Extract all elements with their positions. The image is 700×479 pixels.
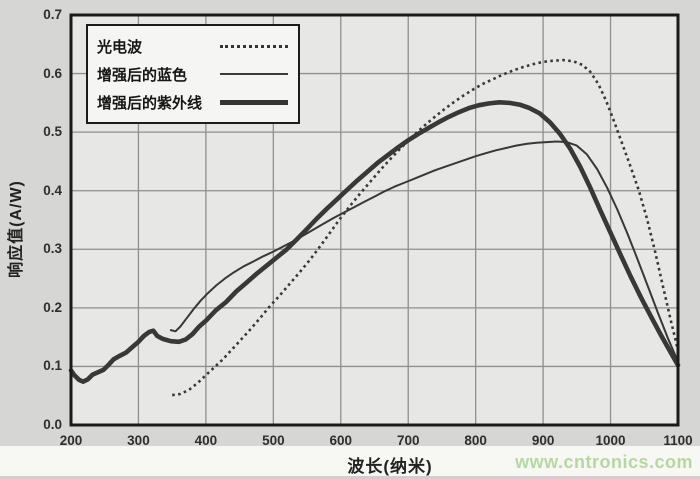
y-tick-label: 0.0 bbox=[43, 417, 62, 432]
legend-item-1: 增强后的蓝色 bbox=[97, 60, 288, 88]
x-tick-label: 1000 bbox=[595, 433, 626, 448]
x-tick-label: 600 bbox=[329, 433, 353, 448]
thick-line-sample-icon bbox=[220, 99, 288, 105]
thin-line-sample-icon bbox=[220, 73, 288, 75]
bottom-edge-line bbox=[0, 476, 700, 479]
x-tick-label: 900 bbox=[531, 433, 555, 448]
series-curve-1 bbox=[169, 140, 679, 363]
x-tick-label: 400 bbox=[194, 433, 218, 448]
x-tick-label: 300 bbox=[127, 433, 150, 448]
y-tick-label: 0.5 bbox=[43, 124, 62, 140]
x-tick-label: 800 bbox=[464, 433, 487, 448]
legend-label: 光电波 bbox=[97, 38, 143, 56]
legend-label: 增强后的蓝色 bbox=[97, 66, 188, 84]
y-tick-label: 0.6 bbox=[43, 65, 62, 81]
legend-box: 光电波增强后的蓝色 增强后的紫外线 bbox=[86, 24, 300, 124]
y-tick-label: 0.2 bbox=[43, 299, 62, 315]
legend-item-0: 光电波 bbox=[97, 32, 288, 60]
x-tick-label: 200 bbox=[59, 433, 83, 448]
y-tick-label: 0.1 bbox=[43, 358, 62, 374]
x-tick-label: 700 bbox=[396, 433, 420, 448]
legend-item-2: 增强后的紫外线 bbox=[97, 88, 288, 116]
x-tick-label: 1100 bbox=[663, 433, 693, 448]
bottom-margin bbox=[0, 446, 700, 479]
x-tick-label: 500 bbox=[262, 433, 285, 448]
series-curve-2 bbox=[68, 100, 681, 385]
y-tick-label: 0.3 bbox=[43, 241, 62, 257]
watermark-text: www.cntronics.com bbox=[515, 452, 693, 472]
x-axis-title: 波长(纳米) bbox=[347, 457, 433, 476]
dotted-line-sample-icon bbox=[220, 44, 288, 48]
plot-border bbox=[69, 13, 680, 427]
y-tick-label: 0.7 bbox=[43, 7, 62, 22]
legend-label: 增强后的紫外线 bbox=[97, 94, 203, 112]
series-curve-0 bbox=[172, 58, 680, 397]
y-tick-label: 0.4 bbox=[43, 182, 62, 198]
